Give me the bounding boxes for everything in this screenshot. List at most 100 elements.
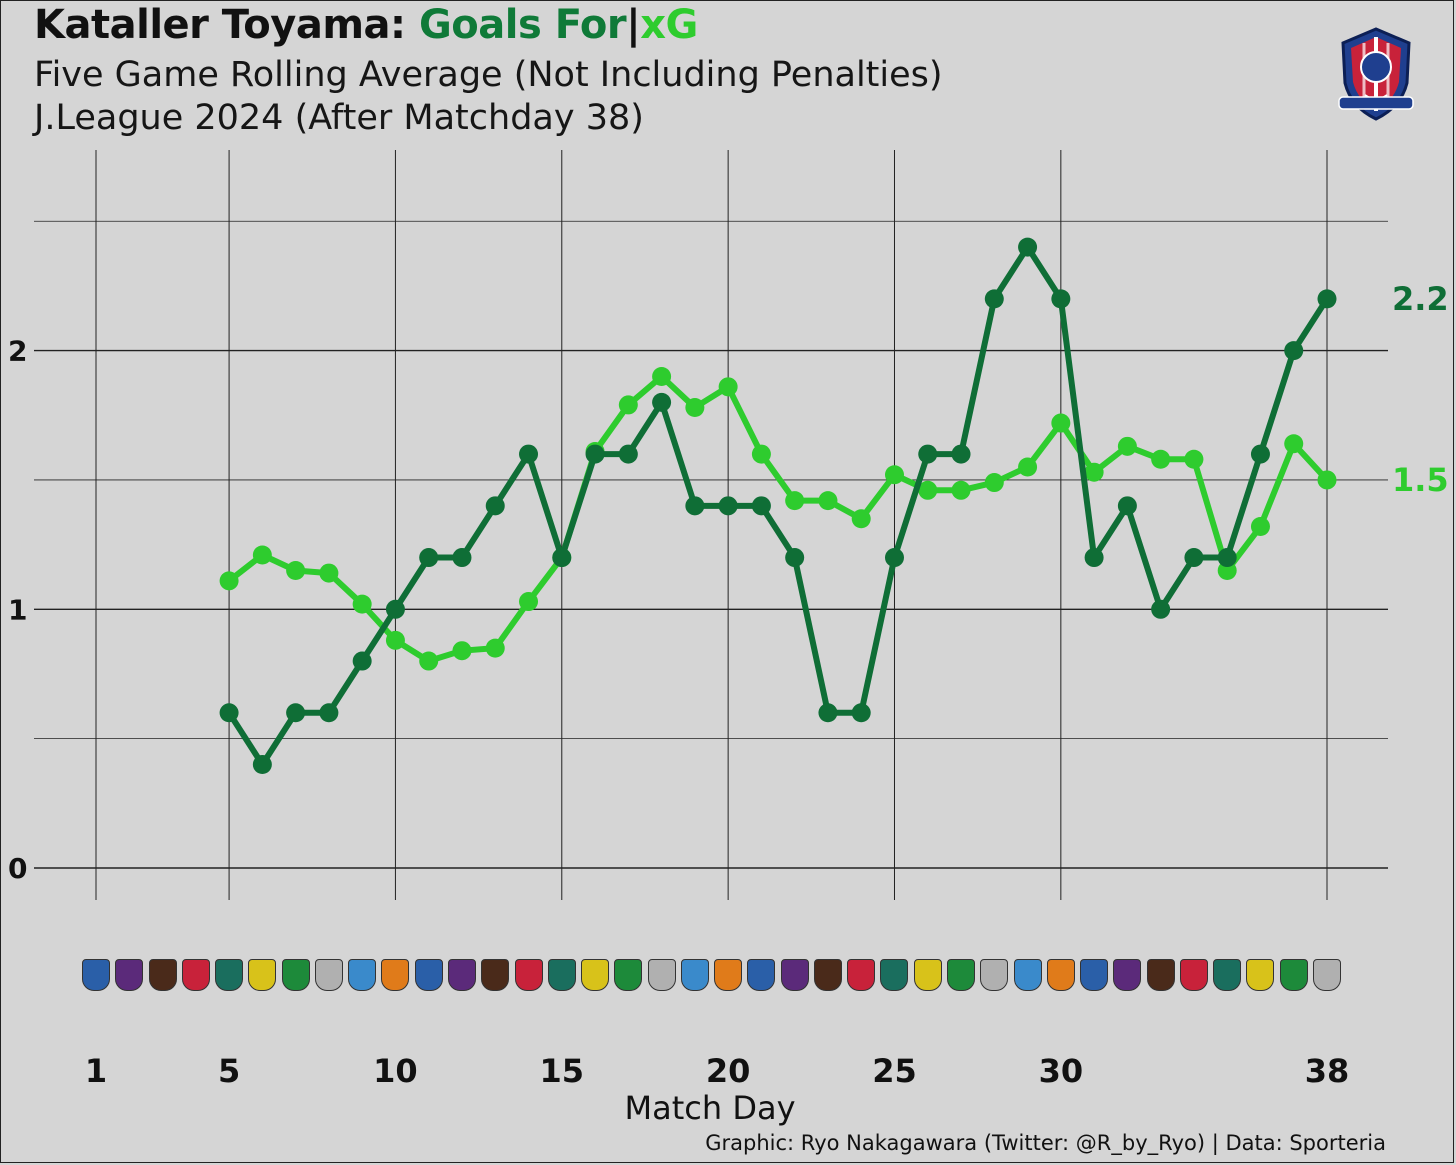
goals-for-point (452, 548, 472, 568)
goals-for-end-label: 2.2 (1392, 280, 1449, 318)
x-tick-label: 25 (872, 1052, 917, 1090)
x-tick-label: 20 (706, 1052, 751, 1090)
opponent-crest-icon (1146, 959, 1175, 991)
xg-line (226, 373, 1330, 665)
opponent-crest-icon (647, 959, 676, 991)
x-tick-label: 38 (1305, 1052, 1350, 1090)
opponent-crest-icon (1279, 959, 1308, 991)
opponent-crest-icon (980, 959, 1009, 991)
xg-point (1184, 449, 1204, 469)
xg-point (818, 491, 838, 511)
goals-for-point (1217, 548, 1237, 568)
goals-for-point (884, 548, 904, 568)
xg-point (618, 395, 638, 415)
xg-point (219, 571, 239, 591)
x-tick-label: 1 (85, 1052, 107, 1090)
opponent-crest-icon (1080, 959, 1109, 991)
xg-point (1151, 449, 1171, 469)
opponent-crest-icon (447, 959, 476, 991)
opponent-crest-icon (947, 959, 976, 991)
goals-for-point (219, 703, 239, 723)
opponent-crest-icon (1113, 959, 1142, 991)
goals-for-point (818, 703, 838, 723)
xg-point (918, 480, 938, 500)
goals-for-point (951, 444, 971, 464)
goals-for-point (1151, 599, 1171, 619)
goals-for-point (851, 703, 871, 723)
opponent-crest-icon (314, 959, 343, 991)
x-axis-title: Match Day (624, 1089, 796, 1127)
y-tick-label: 2 (8, 335, 27, 368)
goals-for-point (552, 548, 572, 568)
opponent-crest-icon (414, 959, 443, 991)
goals-for-point (1018, 237, 1038, 257)
goals-for-point (519, 444, 539, 464)
xg-point (352, 594, 372, 614)
opponent-crest-icon (1246, 959, 1275, 991)
title-separator: | (626, 2, 641, 48)
kataller-toyama-crest-icon (1338, 27, 1414, 121)
xg-point (751, 444, 771, 464)
goals-for-point (685, 496, 705, 516)
opponent-crest-icon (1179, 959, 1208, 991)
xg-point (519, 592, 539, 612)
opponent-crest-icon (148, 959, 177, 991)
goals-for-point (785, 548, 805, 568)
opponent-crest-icon (82, 959, 110, 991)
x-tick-label: 10 (373, 1052, 418, 1090)
opponent-crest-icon (481, 959, 510, 991)
opponent-crest-icon (847, 959, 876, 991)
goals-for-point (718, 496, 738, 516)
xg-point (1084, 462, 1104, 482)
goals-for-point (984, 289, 1004, 309)
goals-for-point (618, 444, 638, 464)
goals-for-point (1051, 289, 1071, 309)
opponent-crest-icon (880, 959, 909, 991)
opponent-crest-icon (780, 959, 809, 991)
xg-point (785, 491, 805, 511)
goals-for-line (226, 244, 1330, 768)
xg-end-label: 1.5 (1392, 461, 1449, 499)
xg-point (685, 398, 705, 418)
chart-title: Kataller Toyama: Goals For|xG (34, 0, 698, 50)
goals-for-point (1317, 289, 1337, 309)
opponent-crest-icon (281, 959, 310, 991)
goals-for-point (1184, 548, 1204, 568)
xg-point (718, 377, 738, 397)
goals-for-point (419, 548, 439, 568)
goals-for-point (385, 599, 405, 619)
xg-point (652, 366, 672, 386)
y-tick-label: 0 (8, 852, 27, 885)
opponent-crest-icon (181, 959, 210, 991)
xg-point (385, 630, 405, 650)
opponent-crest-icon (1046, 959, 1075, 991)
opponent-crest-icon (215, 959, 244, 991)
xg-point (1284, 434, 1304, 454)
goals-for-point (286, 703, 306, 723)
opponent-crests-row (0, 955, 1456, 999)
opponent-crest-icon (381, 959, 410, 991)
goals-for-point (918, 444, 938, 464)
x-tick-label: 5 (218, 1052, 240, 1090)
title-goals-for: Goals For (418, 2, 627, 48)
opponent-crest-icon (913, 959, 942, 991)
opponent-crest-icon (1313, 959, 1341, 991)
xg-point (1018, 457, 1038, 477)
opponent-crest-icon (1213, 959, 1242, 991)
title-xg: xG (640, 2, 698, 48)
goals-for-point (1284, 341, 1304, 361)
opponent-crest-icon (547, 959, 576, 991)
goals-for-point (1117, 496, 1137, 516)
xg-point (1051, 413, 1071, 433)
opponent-crest-icon (348, 959, 377, 991)
title-team: Kataller Toyama: (34, 2, 406, 48)
chart-subtitle-2: J.League 2024 (After Matchday 38) (34, 98, 644, 138)
xg-point (1250, 517, 1270, 537)
opponent-crest-icon (581, 959, 610, 991)
xg-point (452, 641, 472, 661)
opponent-crest-icon (1013, 959, 1042, 991)
goals-for-point (319, 703, 339, 723)
goals-for-point (1084, 548, 1104, 568)
